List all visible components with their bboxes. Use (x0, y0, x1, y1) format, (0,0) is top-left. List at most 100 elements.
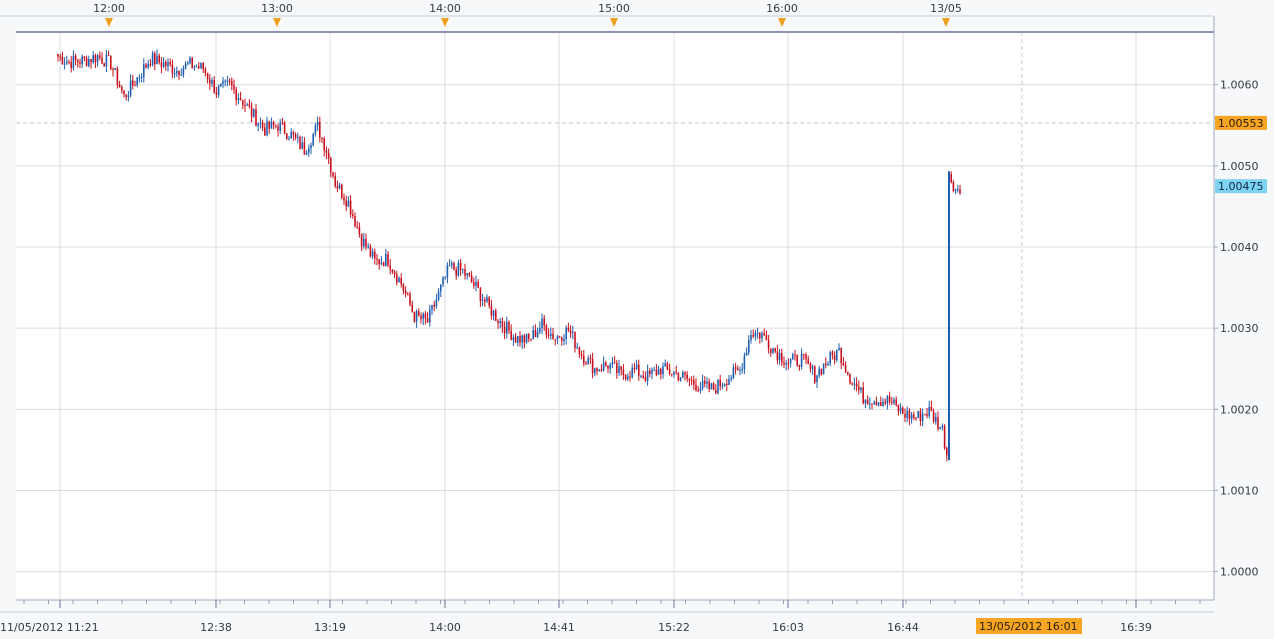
candle-body (715, 389, 717, 394)
candle-body (182, 68, 185, 75)
candle-body (840, 347, 842, 364)
candle-body (444, 277, 446, 279)
candle-body (572, 332, 574, 334)
candle-body (873, 401, 875, 404)
candle-body (72, 56, 75, 68)
price-tick-label: 1.0050 (1220, 160, 1259, 173)
candle-body (750, 335, 752, 341)
candle-body (668, 369, 671, 374)
candle-body (778, 352, 781, 361)
candle-body (429, 309, 431, 323)
candle-body (774, 348, 776, 352)
candle-body (96, 55, 99, 63)
candle-body (440, 284, 442, 292)
candle-body (235, 89, 237, 100)
candle-body (294, 134, 297, 138)
candle-body (602, 362, 605, 371)
candle-body (283, 122, 286, 134)
grid-lines (16, 32, 1214, 600)
crosshair-price-marker (1215, 115, 1267, 130)
candle-body (596, 368, 598, 372)
candle-body (255, 109, 257, 126)
candle-body (899, 407, 902, 412)
bottom-time-label: 14:41 (543, 621, 575, 634)
candle-body (545, 325, 548, 335)
candle-body (422, 313, 424, 319)
plot-area[interactable] (16, 32, 1214, 600)
candle-body (107, 54, 110, 56)
candle-body (657, 368, 660, 375)
candle-body (959, 189, 961, 194)
candle-body (732, 367, 735, 379)
candle-body (743, 355, 746, 370)
candle-body (149, 64, 152, 66)
candle-body (558, 336, 561, 338)
candle-body (807, 359, 809, 364)
candle-body (814, 366, 816, 383)
candle-body (270, 121, 273, 129)
session-marker-icon (273, 18, 281, 27)
candle-body (66, 61, 68, 64)
candle-body (85, 58, 88, 66)
candle-body (189, 57, 191, 64)
candle-body (796, 355, 798, 365)
candle-body (688, 378, 691, 381)
candle-body (393, 271, 396, 275)
candle-body (869, 403, 871, 405)
candle-body (118, 84, 121, 88)
candle-body (624, 375, 627, 380)
candle-body (171, 64, 174, 74)
candle-body (180, 74, 182, 76)
candle-body (308, 148, 310, 153)
candle-body (116, 68, 119, 85)
candle-body (275, 125, 277, 127)
candle-body (552, 333, 554, 340)
candle-body (424, 313, 427, 319)
candle-body (376, 258, 378, 260)
candle-body (382, 262, 385, 267)
candle-body (143, 64, 145, 77)
candle-body (165, 62, 167, 67)
candle-body (136, 77, 138, 86)
candle-body (277, 126, 279, 131)
candle-body (129, 80, 132, 96)
candle-body (541, 318, 543, 329)
candle-body (512, 337, 515, 341)
candle-body (253, 109, 255, 117)
candle-body (70, 61, 72, 68)
candle-body (523, 335, 526, 343)
candle-body (908, 410, 911, 419)
candle-body (123, 90, 125, 95)
session-marker-icon (942, 18, 950, 27)
candle-body (222, 81, 224, 84)
price-tick-label: 1.0060 (1220, 79, 1259, 92)
candle-body (352, 214, 354, 216)
candle-body (459, 263, 462, 270)
top-time-label: 12:00 (93, 2, 125, 15)
candle-body (950, 174, 952, 183)
candle-body (499, 321, 501, 324)
candle-body (697, 390, 699, 392)
candle-body (886, 396, 889, 404)
candle-body (226, 80, 229, 82)
candle-body (455, 269, 457, 276)
candle-body (822, 363, 825, 375)
candle-body (704, 380, 706, 384)
candle-body (360, 234, 363, 247)
candle-body (578, 347, 581, 355)
candle-body (690, 380, 693, 382)
candle-body (880, 402, 882, 406)
candle-body (61, 56, 64, 65)
candle-body (583, 355, 585, 364)
crosshair-time-marker (976, 618, 1082, 634)
session-marker-icon (105, 18, 113, 27)
candle-body (915, 417, 917, 419)
candle-body (605, 362, 607, 366)
candle-body (497, 320, 499, 324)
candle-body (701, 380, 704, 389)
candle-body (332, 172, 334, 177)
candle-body (800, 354, 803, 367)
candle-body (151, 53, 154, 65)
candle-body (633, 367, 636, 370)
